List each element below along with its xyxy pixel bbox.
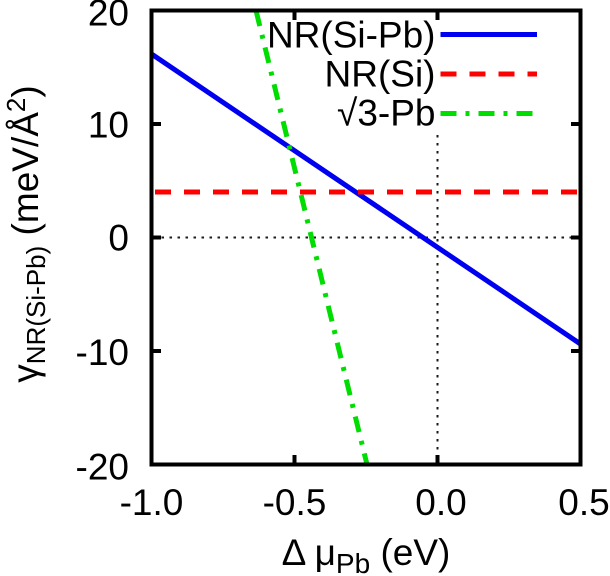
svg-text:γNR(Si-Pb) (meV/Å2): γNR(Si-Pb) (meV/Å2)	[1, 85, 51, 382]
svg-text:-0.5: -0.5	[263, 482, 327, 523]
svg-text:-20: -20	[76, 447, 129, 488]
svg-text:0.5: 0.5	[558, 482, 609, 523]
svg-text:-1.0: -1.0	[120, 482, 184, 523]
svg-text:0.0: 0.0	[415, 482, 466, 523]
svg-text:10: 10	[88, 105, 129, 146]
svg-text:Δ μPb (eV): Δ μPb (eV)	[282, 532, 451, 576]
svg-text:NR(Si-Pb): NR(Si-Pb)	[267, 15, 436, 56]
svg-text:0: 0	[108, 218, 129, 259]
svg-text:√3-Pb: √3-Pb	[337, 93, 435, 134]
svg-text:-10: -10	[76, 332, 129, 373]
svg-text:NR(Si): NR(Si)	[325, 54, 436, 95]
svg-text:20: 20	[88, 0, 129, 34]
